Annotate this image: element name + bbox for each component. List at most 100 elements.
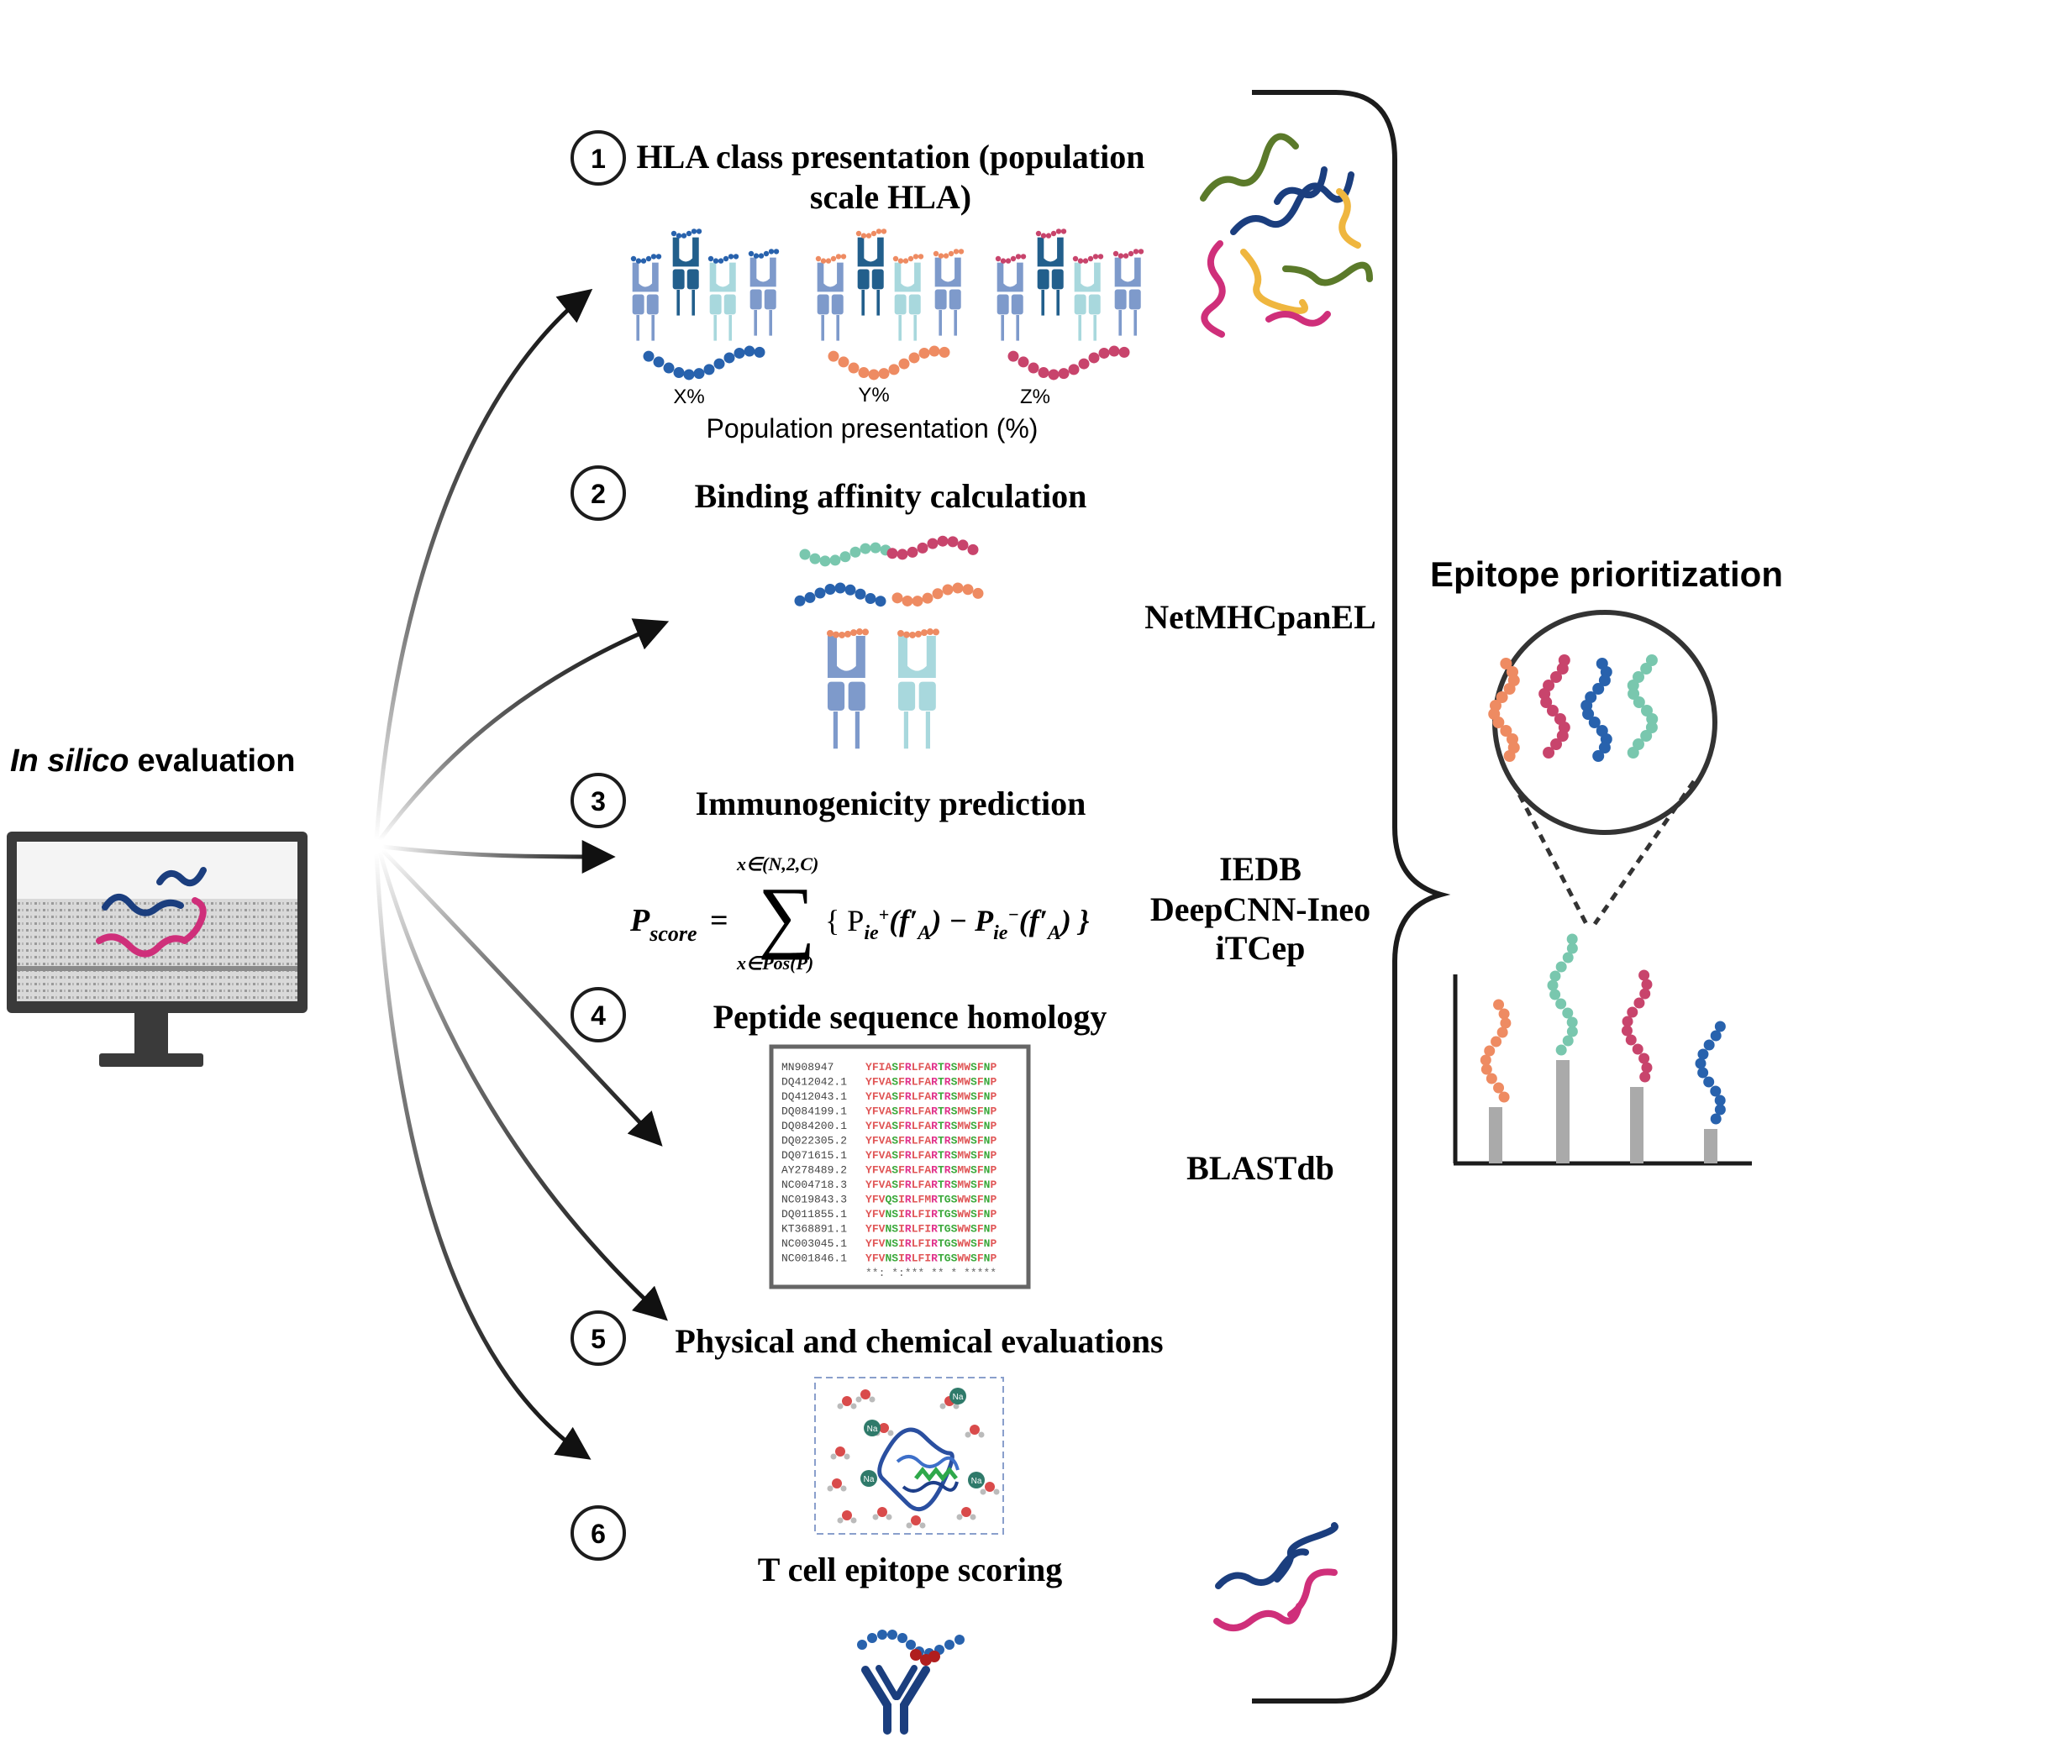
arrow-step-4: [381, 848, 663, 1147]
hla-molecule-icon: [1113, 256, 1143, 336]
in-silico-title: In silico evaluation: [10, 743, 295, 779]
peptide-beads: [1538, 654, 1570, 759]
protein-structure-icon: [877, 1427, 960, 1512]
step-2: 2 Binding affinity calculation: [571, 465, 1087, 521]
population-peptide: [1007, 345, 1130, 381]
peptide-beads: [671, 228, 702, 239]
hla-molecule-icon: [631, 261, 660, 341]
in-silico-panel: In silico evaluation: [7, 743, 308, 1067]
alignment-row-id: NC019843.3: [781, 1194, 847, 1206]
step-number: 2: [591, 479, 606, 509]
hla-population-illustration: [630, 228, 1144, 381]
sodium-ion-label: Na: [953, 1393, 964, 1402]
hla-molecule-icon: [816, 261, 845, 341]
water-molecule-icon: [906, 1515, 926, 1529]
ranking-bar: [1556, 1060, 1570, 1163]
peptide-beads: [1580, 658, 1612, 762]
peptide-beads: [995, 254, 1027, 264]
peptide-beads: [1035, 228, 1067, 239]
ranking-peptide: [1480, 999, 1512, 1103]
antibody-receptor-icon: [861, 1665, 930, 1735]
ranking-bars: [1480, 933, 1726, 1163]
population-peptide: [643, 345, 765, 381]
peptide-beads: [855, 228, 887, 239]
population-caption: Population presentation (%): [707, 413, 1039, 444]
peptide-squiggles-bottom: [1213, 1522, 1338, 1631]
computer-monitor-icon: [7, 832, 308, 1067]
alignment-row-id: NC004718.3: [781, 1179, 847, 1191]
formula-sum-upper: x∈(N,2,C): [736, 853, 818, 874]
alignment-row-sequence: YFVNSIRLFIRTGSWWSFNP: [865, 1252, 997, 1265]
water-molecule-icon: [872, 1507, 892, 1520]
peptide-beads: [1488, 658, 1520, 762]
arrow-step-6: [374, 853, 592, 1460]
tool-blastdb: BLASTdb: [1186, 1149, 1334, 1187]
peptide-beads: [707, 254, 739, 264]
alignment-row-sequence: YFIASFRLFARTRSMWSFNP: [865, 1061, 997, 1074]
sodium-ion-icon: Na: [860, 1470, 877, 1487]
peptide-beads: [794, 582, 886, 607]
alignment-row-sequence: YFVASFRLFARTRSMWSFNP: [865, 1164, 997, 1177]
sequence-alignment-box: MN908947 YFIASFRLFARTRSMWSFNP DQ412042.1 YF…: [769, 1044, 1031, 1289]
peptide-beads: [892, 254, 924, 264]
step-title-line1: T cell epitope scoring: [758, 1551, 1063, 1588]
alignment-row-id: DQ071615.1: [781, 1149, 847, 1162]
tool-itcep: iTCep: [1216, 929, 1306, 967]
population-peptide: [828, 345, 950, 381]
sodium-ion-label: Na: [971, 1477, 982, 1486]
step-title-line1: Physical and chemical evaluations: [675, 1322, 1163, 1360]
alignment-row-id: NC003045.1: [781, 1237, 847, 1250]
in-silico-title-italic: In silico: [10, 743, 129, 779]
in-silico-title-rest: evaluation: [137, 743, 295, 779]
ranking-peptide: [1547, 933, 1578, 1056]
binding-affinity-illustration: [794, 535, 984, 749]
zoom-line-left: [1510, 780, 1589, 926]
formula-sum-lower: x∈Pos(P): [736, 953, 813, 974]
peptide-beads: [1112, 249, 1144, 259]
hla-molecule-icon: [893, 261, 923, 341]
alignment-row-id: DQ412043.1: [781, 1090, 847, 1103]
alignment-row-sequence: YFVASFRLFARTRSMWSFNP: [865, 1135, 997, 1147]
workflow-arrows: [374, 288, 670, 1460]
alignment-row-sequence: YFVNSIRLFIRTGSWWSFNP: [865, 1223, 997, 1236]
prioritization-title: Epitope prioritization: [1430, 554, 1783, 594]
tool-deepcnn-ineo: DeepCNN-Ineo: [1150, 890, 1370, 928]
step-title-line1: Immunogenicity prediction: [696, 785, 1086, 822]
step-number: 4: [591, 1000, 606, 1031]
sodium-ion-label: Na: [864, 1475, 875, 1484]
ranking-peptide: [1621, 969, 1653, 1083]
peptide-beads: [891, 582, 984, 607]
tcell-receptor-illustration: [857, 1630, 965, 1735]
step-4: 4 Peptide sequence homology: [571, 987, 1107, 1042]
alignment-row-sequence: YFVASFRLFARTRSMWSFNP: [865, 1090, 997, 1103]
grouping-brace: [1252, 90, 1451, 1704]
water-molecule-icon: [855, 1389, 876, 1403]
alignment-row-id: DQ011855.1: [781, 1208, 847, 1221]
immunogenicity-formula: Pscore = x∈(N,2,C) ∑ x∈Pos(P) { Pie+(f′A…: [629, 853, 1090, 974]
water-molecule-icon: [965, 1425, 985, 1438]
water-molecule-icon: [837, 1396, 857, 1410]
water-molecule-icon: [956, 1507, 976, 1520]
peptide-beads: [1627, 654, 1659, 759]
population-label-x: X%: [673, 386, 704, 408]
epitope-prioritization-panel: Epitope prioritization: [1430, 554, 1783, 1166]
step-number-circle: [571, 773, 626, 828]
step-3: 3 Immunogenicity prediction: [571, 773, 1086, 828]
step-title-line1: Binding affinity calculation: [695, 477, 1087, 515]
step-number-circle: [571, 1505, 626, 1561]
ranking-peptide: [1695, 1021, 1726, 1125]
formula-lhs: Pscore: [629, 903, 697, 946]
alignment-row-sequence: YFVQSIRLFMRTGSWWSFNP: [865, 1194, 997, 1206]
arrow-step-3: [381, 839, 616, 874]
molecular-dynamics-box: Na Na Na Na: [814, 1377, 1004, 1535]
hla-molecule-icon: [708, 261, 738, 341]
alignment-row-id: KT368891.1: [781, 1223, 847, 1236]
sodium-ion-icon: Na: [968, 1472, 985, 1488]
step-number-circle: [571, 465, 626, 521]
step-6: 6 T cell epitope scoring: [571, 1505, 1063, 1588]
peptide-beads: [827, 628, 869, 638]
sodium-ion-icon: Na: [864, 1420, 881, 1436]
step-number-circle: [571, 130, 626, 186]
formula-body: { Pie+(f′A) − Pie−(f′A) }: [825, 904, 1090, 944]
